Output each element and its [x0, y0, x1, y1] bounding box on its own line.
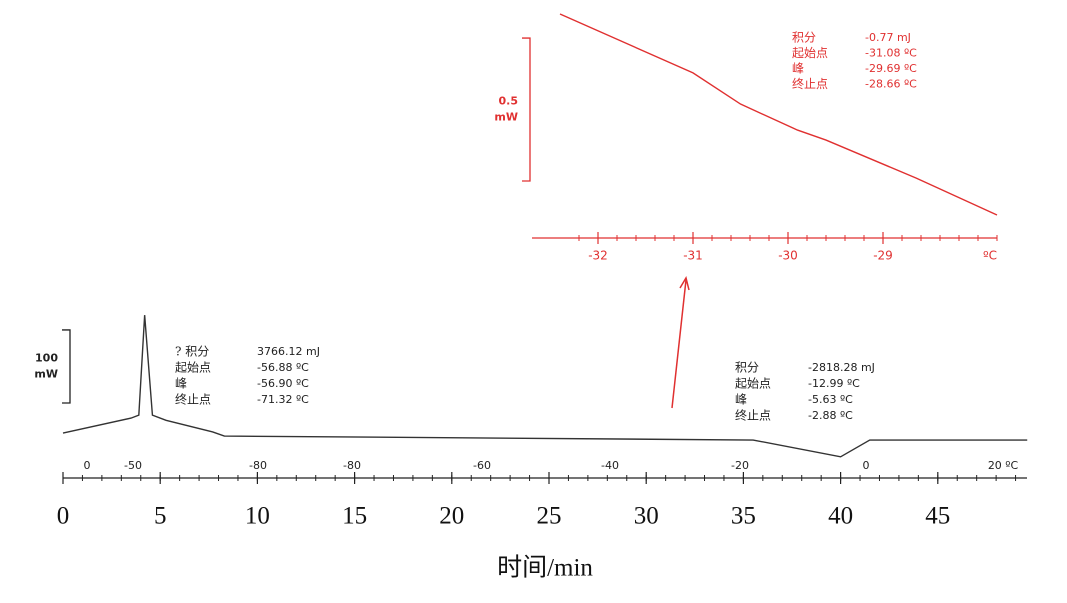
annotation-value: -31.08 ºC — [865, 47, 917, 60]
annotation-value: -2818.28 mJ — [808, 361, 875, 374]
annotation-label: 起始点 — [735, 377, 771, 391]
temperature-label: -80 — [249, 459, 267, 472]
annotation-label: 积分 — [792, 31, 816, 45]
zoom-arrow-head — [679, 276, 690, 291]
x-tick-label: 45 — [925, 503, 950, 530]
temperature-label: -20 — [731, 459, 749, 472]
temperature-label: 0 — [863, 459, 870, 472]
x-tick-label: 15 — [342, 503, 367, 530]
x-axis-label: 时间/min — [497, 554, 593, 582]
x-tick-label: -29 — [873, 249, 893, 263]
x-tick-label: 25 — [537, 503, 562, 530]
annotation-label: 终止点 — [792, 76, 828, 91]
annotation-label: 起始点 — [175, 361, 211, 375]
annotation-label: ? 积分 — [175, 345, 209, 359]
annotation-label: 终止点 — [175, 392, 211, 407]
temperature-label: -60 — [473, 459, 491, 472]
temperature-label: 20 ºC — [988, 459, 1019, 472]
annotation-value: -28.66 ºC — [865, 78, 917, 91]
x-tick-label: 5 — [154, 503, 167, 530]
x-tick-label: -32 — [588, 249, 608, 263]
annotation-label: 积分 — [735, 361, 759, 375]
annotation-label: 终止点 — [735, 408, 771, 423]
curve — [559, 13, 998, 216]
temperature-label: -80 — [343, 459, 361, 472]
x-tick-label: 40 — [828, 503, 853, 530]
x-tick-label: 35 — [731, 503, 756, 530]
x-tick-label: 10 — [245, 503, 270, 530]
annotation-value: -29.69 ºC — [865, 62, 917, 75]
annotation-value: -56.90 ºC — [257, 377, 309, 390]
annotation-value: -71.32 ºC — [257, 393, 309, 406]
x-unit-label: ºC — [983, 249, 997, 263]
scale-bar-unit: mW — [34, 367, 58, 380]
scale-bar — [62, 329, 71, 404]
annotation-value: -2.88 ºC — [808, 409, 853, 422]
annotation-value: -12.99 ºC — [808, 377, 860, 390]
annotation-value: -0.77 mJ — [865, 31, 911, 44]
scale-bar-value: 100 — [35, 351, 58, 364]
x-tick-label: 0 — [57, 503, 70, 530]
annotation-value: -56.88 ºC — [257, 361, 309, 374]
annotation-label: 峰 — [792, 62, 804, 76]
annotation-label: 峰 — [175, 377, 187, 391]
x-tick-label: 30 — [634, 503, 659, 530]
temperature-label: 0 — [84, 459, 91, 472]
annotation-value: 3766.12 mJ — [257, 345, 320, 358]
annotation-label: 峰 — [735, 393, 747, 407]
annotation-label: 起始点 — [792, 46, 828, 60]
x-tick-label: -31 — [683, 249, 703, 263]
scale-bar — [522, 37, 531, 182]
temperature-label: -50 — [124, 459, 142, 472]
zoom-arrow — [671, 279, 687, 409]
annotation-value: -5.63 ºC — [808, 393, 853, 406]
curve — [62, 315, 1028, 458]
scale-bar-value: 0.5 — [499, 95, 519, 108]
scale-bar-unit: mW — [494, 111, 518, 124]
x-tick-label: -30 — [778, 249, 798, 263]
temperature-label: -40 — [601, 459, 619, 472]
x-tick-label: 20 — [439, 503, 464, 530]
